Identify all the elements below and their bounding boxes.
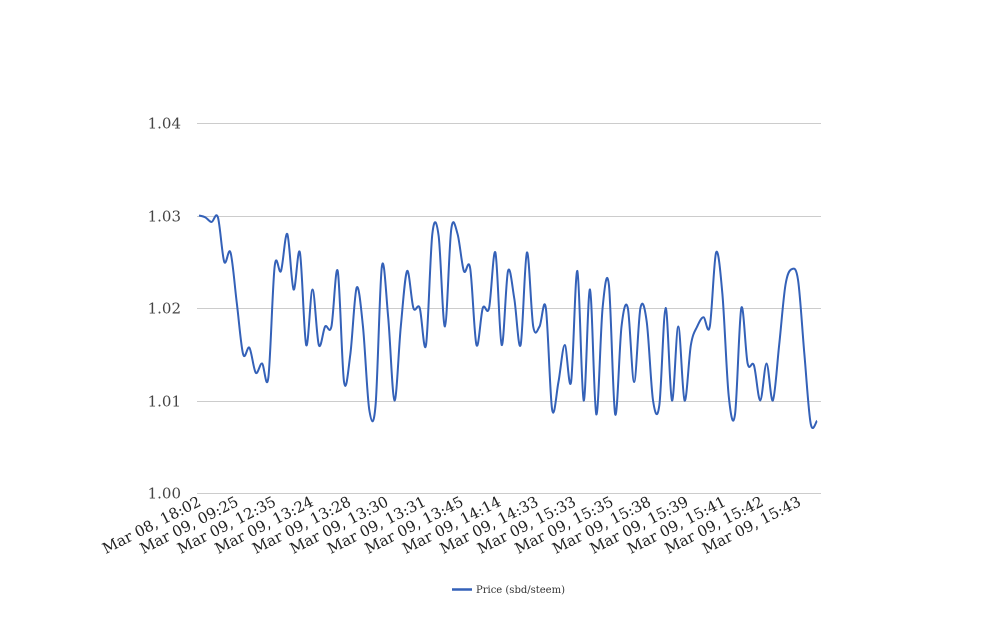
legend-label: Price (sbd/steem) [476,585,565,596]
y-tick-label: 1.00 [148,485,181,503]
y-tick-label: 1.01 [148,393,181,411]
y-tick-label: 1.02 [148,300,181,318]
y-axis-ticks: 1.00 1.01 1.02 1.03 1.04 [148,115,181,503]
y-tick-label: 1.03 [148,208,181,226]
legend: Price (sbd/steem) [452,585,565,596]
grid-layer [197,123,821,494]
series-layer [198,214,818,429]
series-line-price [198,214,818,429]
y-tick-label: 1.04 [148,115,181,133]
